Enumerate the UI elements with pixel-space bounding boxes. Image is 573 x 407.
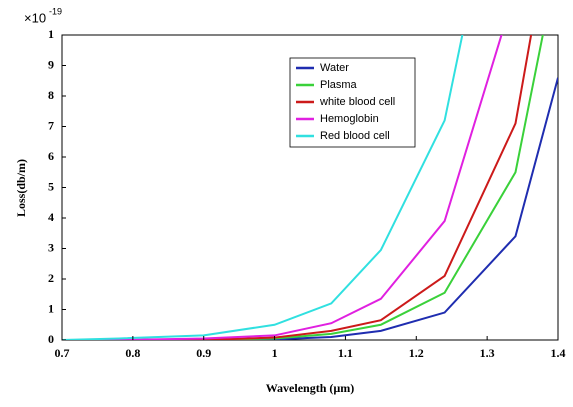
y-tick-label: 4 <box>48 210 54 224</box>
y-tick-label: 1 <box>48 27 54 41</box>
x-axis-label: Wavelength (µm) <box>266 381 355 395</box>
x-tick-label: 1.2 <box>409 346 424 360</box>
x-tick-label: 1.3 <box>480 346 495 360</box>
series-line <box>62 35 533 340</box>
plot-lines <box>62 35 558 340</box>
multiplier-exponent: -19 <box>49 6 62 16</box>
y-tick-label: 9 <box>48 57 54 71</box>
series-line <box>62 35 503 340</box>
y-tick-label: 8 <box>48 88 54 102</box>
y-tick-label: 7 <box>48 118 54 132</box>
x-tick-label: 0.8 <box>125 346 140 360</box>
x-tick-label: 1.1 <box>338 346 353 360</box>
multiplier: ×10 <box>24 10 46 25</box>
legend-label: white blood cell <box>319 96 395 108</box>
y-tick-label: 6 <box>48 149 54 163</box>
x-tick-label: 1.4 <box>551 346 566 360</box>
series-line <box>62 35 464 340</box>
y-tick-label: 1 <box>48 301 54 315</box>
legend-label: Red blood cell <box>320 130 390 142</box>
y-tick-label: 3 <box>48 240 54 254</box>
legend-label: Water <box>320 62 349 74</box>
x-tick-label: 1 <box>272 346 278 360</box>
series-line <box>62 77 558 340</box>
legend-label: Plasma <box>320 79 358 91</box>
y-tick-label: 5 <box>48 179 54 193</box>
legend-label: Hemoglobin <box>320 113 379 125</box>
x-tick-label: 0.7 <box>55 346 70 360</box>
x-tick-label: 0.9 <box>196 346 211 360</box>
y-tick-label: 2 <box>48 271 54 285</box>
y-tick-label: 0 <box>48 332 54 346</box>
series-line <box>62 35 544 340</box>
y-axis-label: Loss(db/m) <box>14 159 28 217</box>
